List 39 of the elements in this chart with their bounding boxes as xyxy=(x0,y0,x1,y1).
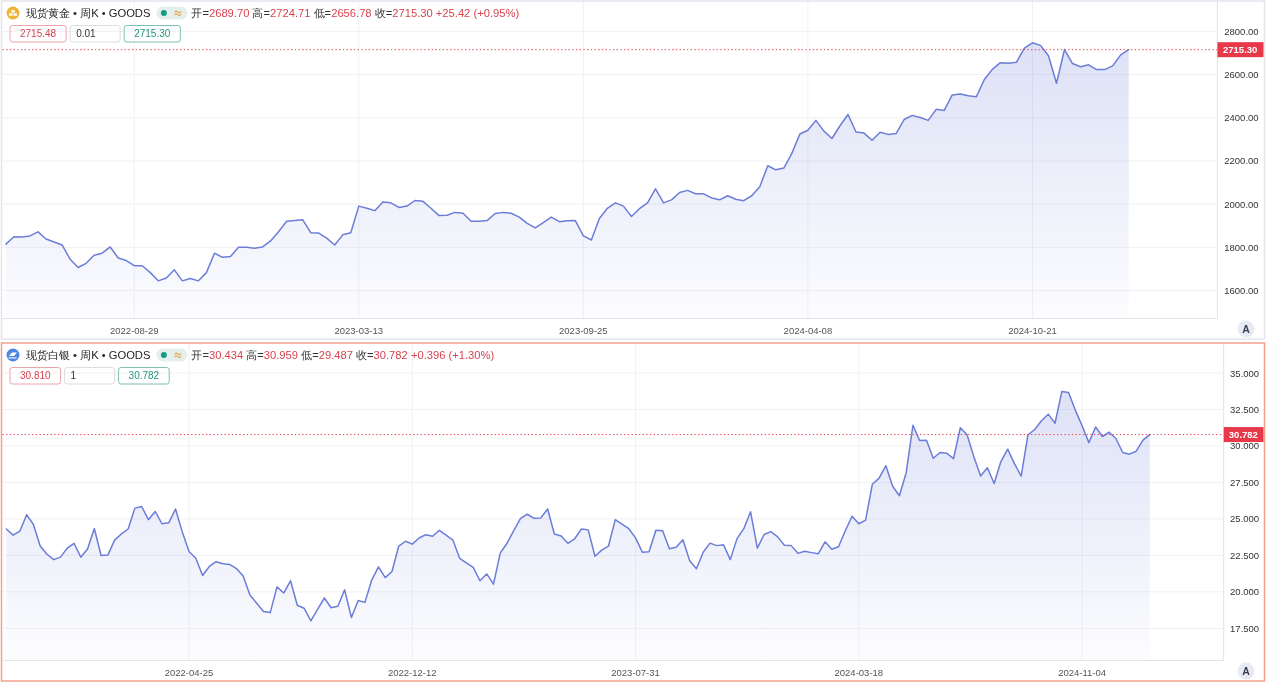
x-tick-label: 2023-03-13 xyxy=(334,324,384,336)
x-tick-label: 2024-04-08 xyxy=(783,324,833,336)
x-tick-label: 2024-10-21 xyxy=(1008,324,1057,336)
y-tick-label: 30.000 xyxy=(1230,440,1260,452)
y-tick-label: 2600.00 xyxy=(1224,69,1259,81)
y-tick-label: 1800.00 xyxy=(1224,241,1259,253)
x-tick-label: 2023-09-25 xyxy=(559,324,608,336)
x-tick-label: 2024-03-18 xyxy=(834,666,884,678)
y-tick-label: 20.000 xyxy=(1230,586,1260,598)
x-tick-label: 2023-07-31 xyxy=(611,666,660,678)
y-tick-label: 1600.00 xyxy=(1224,285,1259,297)
y-tick-label: 2000.00 xyxy=(1224,198,1259,210)
y-tick-label: 35.000 xyxy=(1230,367,1260,379)
y-tick-label: 2800.00 xyxy=(1224,25,1259,37)
annotation: 0.01 xyxy=(76,28,97,40)
ref-line-label: 30.782 xyxy=(1228,429,1258,441)
y-tick-label: 22.500 xyxy=(1230,549,1260,561)
x-tick-label: 2022-08-29 xyxy=(109,324,159,336)
text: A xyxy=(1242,665,1251,677)
chart-subtitle: 开=30.434 高=30.959 低=29.487 收=30.782 +0.396 (+1.30%) xyxy=(191,349,495,361)
x-tick-label: 2022-04-25 xyxy=(164,666,214,678)
chart-subtitle: 开=2689.70 高=2724.71 低=2656.78 收=2715.30 +25.42 (+0.95%) xyxy=(191,7,520,19)
annotation: 2715.48 xyxy=(20,28,57,40)
ref-line-label: 2715.30 xyxy=(1223,44,1258,56)
annotation: 30.782 xyxy=(128,370,160,382)
y-tick-label: 25.000 xyxy=(1230,513,1260,525)
y-tick-label: 2200.00 xyxy=(1224,155,1259,167)
y-tick-label: 17.500 xyxy=(1230,622,1260,634)
chart-title: 现货黄金 • 周K • GOODS xyxy=(26,7,151,19)
x-tick-label: 2024-11-04 xyxy=(1058,666,1107,678)
y-tick-label: 32.500 xyxy=(1230,404,1260,416)
annotation: 2715.30 xyxy=(134,28,171,40)
y-tick-label: 27.500 xyxy=(1230,476,1260,488)
annotation: 1 xyxy=(70,370,77,382)
x-tick-label: 2022-12-12 xyxy=(387,666,437,678)
text: A xyxy=(1242,323,1251,335)
chart-title: 现货白银 • 周K • GOODS xyxy=(26,349,151,361)
y-tick-label: 2400.00 xyxy=(1224,112,1259,124)
annotation: 30.810 xyxy=(20,370,52,382)
